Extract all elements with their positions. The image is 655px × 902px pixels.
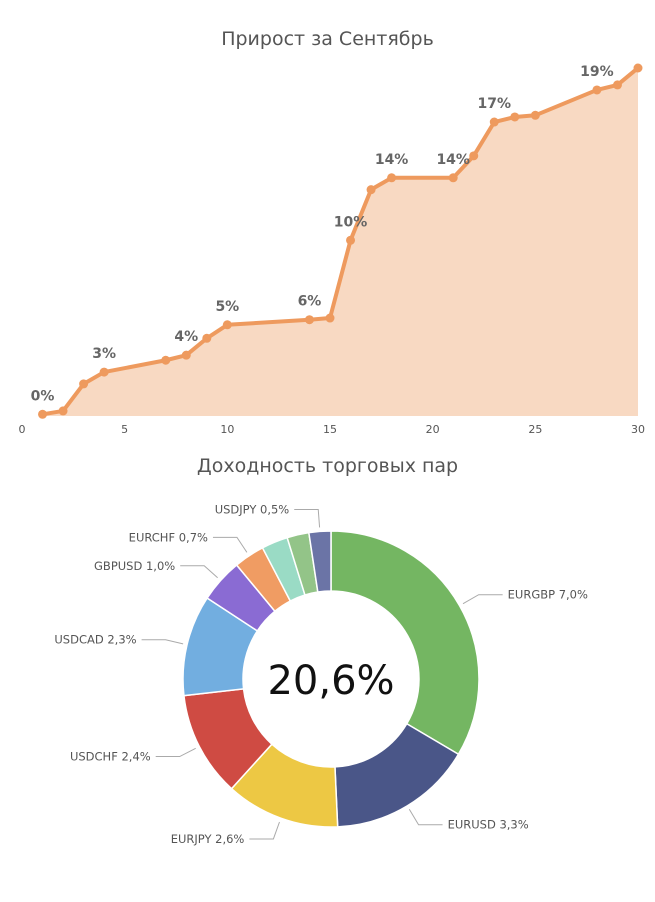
slice-label: EURGBP 7,0%: [508, 588, 588, 602]
slice-unlabeled: [261, 536, 306, 602]
leader-line: [212, 536, 248, 553]
slice-gbpusd: [206, 563, 276, 632]
data-label: 10%: [334, 214, 368, 230]
data-point: [161, 355, 171, 365]
slice-eurjpy: [230, 743, 339, 828]
slice-label: USDJPY 0,5%: [215, 502, 290, 516]
slice-usdcad: [182, 597, 259, 697]
slice-unlabeled: [286, 531, 319, 596]
data-point: [304, 315, 314, 325]
data-point: [202, 333, 212, 343]
slice-eurgbp: [330, 530, 480, 756]
area-fill: [42, 68, 639, 416]
data-point: [346, 235, 356, 245]
data-point: [325, 313, 335, 323]
pie-chart-title: Доходность торговых пар: [196, 455, 459, 477]
data-point: [633, 63, 643, 73]
area-chart: 0% 3% 4% 5% 6% 10% 14% 14% 17% 19% 0 5 10 15 20 25 30: [19, 63, 645, 436]
data-point: [612, 80, 622, 90]
data-point: [58, 406, 68, 416]
data-point: [592, 85, 602, 95]
data-point: [366, 185, 376, 195]
data-label: 6%: [298, 294, 322, 310]
data-point: [489, 117, 499, 127]
leader-line: [408, 809, 443, 826]
data-label: 3%: [92, 346, 116, 362]
data-point: [469, 151, 479, 161]
data-point: [510, 112, 520, 122]
leader-line: [180, 565, 218, 579]
data-point: [387, 173, 397, 183]
x-tick-label: 5: [121, 423, 128, 436]
x-tick-label: 10: [220, 423, 234, 436]
data-label: 5%: [215, 299, 239, 315]
data-label: 0%: [31, 388, 55, 404]
leader-line: [141, 639, 184, 645]
slice-label: EURUSD 3,3%: [448, 818, 529, 832]
slice-eurusd: [334, 722, 460, 828]
slice-usdjpy: [307, 530, 332, 593]
slice-usdchf: [183, 688, 273, 790]
data-point: [181, 350, 191, 360]
data-point: [448, 173, 458, 183]
x-tick-label: 30: [631, 423, 645, 436]
x-tick-label: 25: [528, 423, 542, 436]
x-tick-label: 15: [323, 423, 337, 436]
data-label: 17%: [478, 96, 512, 112]
area-chart-title: Прирост за Сентябрь: [221, 28, 434, 50]
slice-eurchf: [235, 546, 292, 613]
data-label: 14%: [375, 152, 409, 168]
data-point: [79, 379, 89, 389]
x-tick-label: 0: [19, 423, 26, 436]
data-point: [38, 409, 48, 419]
data-point: [530, 110, 540, 120]
slice-label: GBPUSD 1,0%: [94, 559, 175, 573]
data-label: 4%: [174, 329, 198, 345]
data-point: [99, 367, 109, 377]
slice-label: EURCHF 0,7%: [129, 530, 208, 544]
leader-line: [155, 747, 196, 758]
slice-label: USDCAD 2,3%: [54, 633, 136, 647]
leader-line: [462, 594, 503, 605]
data-label: 14%: [436, 152, 470, 168]
x-tick-label: 20: [426, 423, 440, 436]
donut-center-value: 20,6%: [267, 658, 394, 704]
slice-label: USDCHF 2,4%: [70, 750, 151, 764]
leader-line: [294, 508, 321, 528]
slice-label: EURJPY 2,6%: [171, 832, 245, 846]
data-point: [222, 320, 232, 330]
data-label: 19%: [580, 64, 614, 80]
leader-line: [249, 821, 280, 840]
